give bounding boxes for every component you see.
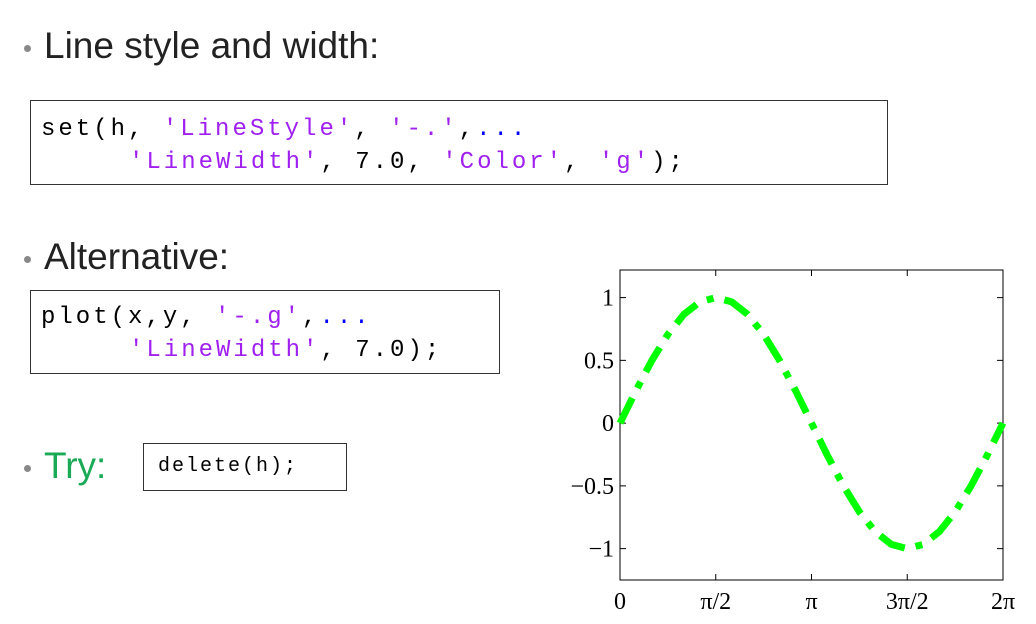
code-token: , [564, 149, 599, 176]
code-token: delete(h); [158, 455, 299, 478]
code-token: , [302, 304, 320, 331]
code-token: ... [476, 116, 529, 143]
code-box: set(h, 'LineStyle', '-.',... 'LineWidth',… [30, 100, 888, 185]
data-line [616, 294, 1007, 553]
x-tick-label: π/2 [700, 589, 731, 615]
bullet-text: Line style and width: [44, 25, 380, 66]
bullet-dot [24, 256, 31, 263]
code-token: ); [651, 149, 686, 176]
code-token: 'LineWidth' [129, 149, 321, 176]
code-token: 'g' [598, 149, 652, 176]
code-token: set(h, [41, 116, 163, 143]
code-token: , 7.0); [320, 337, 443, 364]
code-token: , 7.0, [320, 149, 443, 176]
bullet-text: Alternative: [44, 236, 230, 277]
code-token: plot(x,y, [41, 304, 216, 331]
y-tick-label: 0.5 [584, 348, 614, 374]
y-tick-label: −0.5 [570, 474, 614, 500]
bullet-dot [24, 465, 31, 472]
y-tick-label: 1 [602, 286, 614, 312]
code-line: set(h, 'LineStyle', '-.',... [41, 113, 887, 146]
code-token: ... [319, 304, 372, 331]
code-box: delete(h); [143, 443, 347, 491]
code-token: 'LineStyle' [162, 116, 355, 143]
y-tick-label: 0 [602, 411, 614, 437]
x-tick-label: 2π [991, 589, 1015, 615]
code-line: 'LineWidth', 7.0); [41, 334, 499, 367]
code-line: delete(h); [158, 455, 346, 479]
code-token: 'Color' [442, 149, 565, 176]
y-tick-label: −1 [588, 537, 614, 563]
bullet-dot [24, 45, 31, 52]
code-box: plot(x,y, '-.g',... 'LineWidth', 7.0); [30, 290, 500, 374]
code-token: '-.g' [215, 304, 303, 331]
code-token: , [354, 116, 390, 143]
code-token: '-.' [389, 116, 459, 143]
x-tick-label: 0 [614, 589, 626, 615]
code-token: 'LineWidth' [129, 337, 321, 364]
code-line: plot(x,y, '-.g',... [41, 301, 499, 334]
code-token: , [458, 116, 477, 143]
bullet-text: Try: [44, 445, 107, 486]
code-line: 'LineWidth', 7.0, 'Color', 'g'); [41, 146, 887, 179]
x-tick-label: 3π/2 [886, 589, 929, 615]
x-tick-label: π [805, 589, 817, 615]
